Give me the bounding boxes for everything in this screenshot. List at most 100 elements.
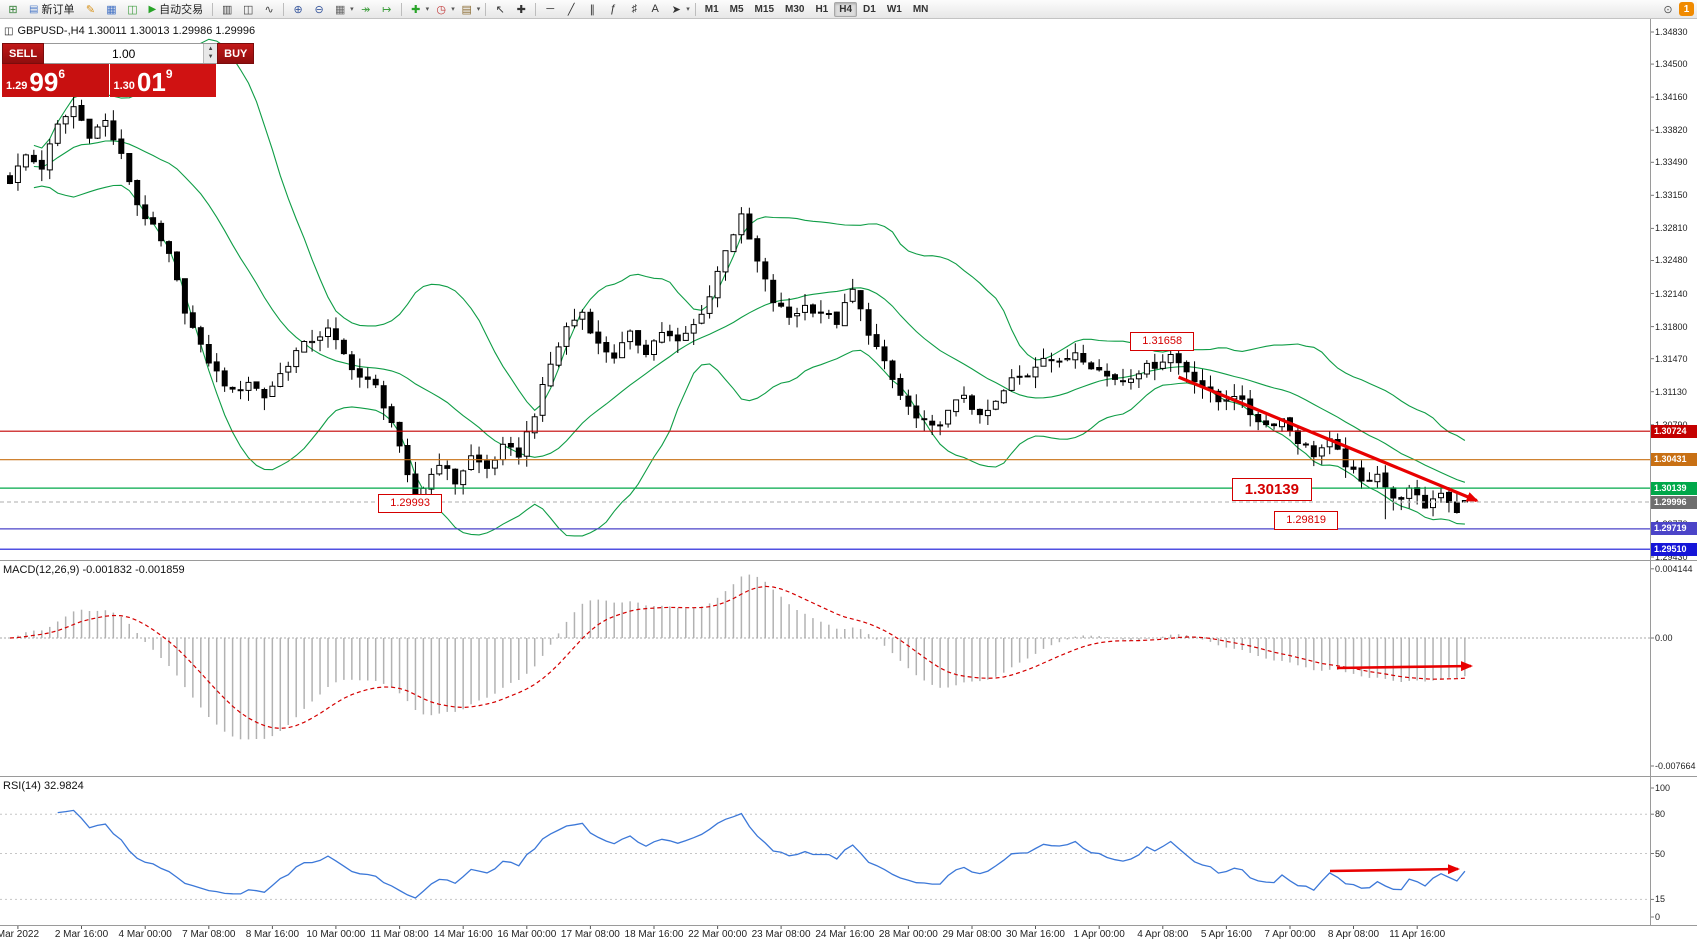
new-order-button[interactable]: ▤ 新订单 [24, 0, 79, 18]
time-label: 5 Apr 16:00 [1200, 929, 1252, 940]
price-label-1.29510: 1.29510 [1651, 542, 1697, 556]
time-label: Mar 2022 [0, 929, 40, 940]
volume-input[interactable] [44, 44, 204, 63]
timeframe-w1-button[interactable]: W1 [886, 3, 902, 15]
buy-price-big: 01 [136, 67, 166, 98]
timeframe-m30-button[interactable]: M30 [785, 3, 805, 15]
new-order-button-label: 新订单 [41, 4, 75, 16]
macd-pane [0, 574, 1650, 740]
shapes-icon[interactable]: ♯ [631, 3, 637, 15]
toolbar-separator [485, 2, 487, 16]
timeframe-m5-button[interactable]: M5 [729, 3, 744, 15]
buy-price-small: 1.30 [113, 80, 135, 92]
volume-down-button[interactable]: ▼ [207, 53, 214, 60]
candlestick-chart-icon[interactable]: ◫ [242, 3, 254, 16]
autotrading-button-icon: ▶ [148, 3, 157, 15]
price-annotation-1.29819[interactable]: 1.29819 [1274, 510, 1339, 530]
trend-arrow[interactable] [1178, 375, 1479, 503]
new-chart-icon[interactable]: ⊞ [8, 3, 18, 16]
time-label: 29 Mar 08:00 [942, 929, 1002, 940]
rsi-line [57, 809, 1466, 899]
periods-icon[interactable]: ◷ [436, 3, 446, 16]
crosshair-icon[interactable]: ✚ [516, 3, 526, 16]
cursor-icon[interactable]: ↖ [495, 3, 505, 16]
price-annotation-1.31658[interactable]: 1.31658 [1130, 331, 1195, 351]
bollinger-bands [33, 38, 1466, 537]
toolbar-separator [535, 2, 537, 16]
strategy-tester-icon[interactable]: ◫ [127, 3, 138, 16]
timeframe-mn-button[interactable]: MN [912, 3, 929, 15]
market-watch-icon[interactable]: ▦ [106, 3, 117, 16]
rsi-timeaxis-separator[interactable] [0, 925, 1697, 926]
macd-arrow[interactable] [1336, 661, 1473, 672]
timeframe-d1-button[interactable]: D1 [863, 3, 876, 15]
volume-up-button[interactable]: ▲ [207, 46, 214, 53]
rsi-axis-50: 50 [1655, 848, 1666, 859]
time-label: 11 Apr 16:00 [1389, 929, 1446, 940]
toolbar: ⊞ ▤ 新订单 ✎ ▦ ◫ ▶ 自动交易 ▥ ◫ ∿ ⊕ ⊖ ▦ ▾ ↠ ↦ ✚ ▾ ◷ ▾ ▤ ▾ ↖ ✚ ─ ╱ ∥ ƒ ♯ A ➤ ▾ M1… [0, 0, 1697, 19]
alert-badge-icon[interactable]: 1 [1679, 2, 1694, 16]
templates-icon[interactable]: ▤ [461, 3, 472, 16]
volume-stepper: ▲ ▼ [203, 44, 218, 63]
dropdown-caret-icon[interactable]: ▾ [425, 6, 430, 13]
price-tick-1.31470: 1.31470 [1655, 353, 1688, 364]
timeframe-m15-button[interactable]: M15 [754, 3, 774, 15]
time-label: 28 Mar 00:00 [878, 929, 938, 940]
indicators-icon[interactable]: ✚ [411, 3, 421, 16]
time-label: 24 Mar 16:00 [815, 929, 875, 940]
dropdown-caret-icon[interactable]: ▾ [451, 6, 455, 13]
buy-price[interactable]: 1.30 01 9 [109, 64, 216, 98]
time-label: 2 Mar 16:00 [54, 929, 109, 940]
price-label-1.29996: 1.29996 [1651, 495, 1697, 509]
sell-price[interactable]: 1.29 99 6 [2, 64, 109, 97]
tile-windows-icon[interactable]: ▦ [334, 3, 346, 16]
sell-button[interactable]: SELL [2, 43, 45, 64]
rsi-arrow[interactable] [1329, 864, 1460, 875]
time-label: 23 Mar 08:00 [751, 929, 811, 940]
price-annotation-1.30139[interactable]: 1.30139 [1231, 477, 1312, 501]
price-axis-border [1650, 19, 1651, 925]
bar-chart-icon[interactable]: ▥ [221, 3, 233, 16]
macd-signal-line [9, 585, 1465, 730]
timeframe-h4-button[interactable]: H4 [834, 1, 858, 17]
chart-shift-icon[interactable]: ↦ [382, 3, 392, 16]
candlestick-icon: ◫ [4, 25, 14, 37]
text-icon[interactable]: A [651, 3, 659, 15]
time-label: 14 Mar 16:00 [433, 929, 493, 940]
price-tick-1.32810: 1.32810 [1655, 223, 1688, 234]
trendline-icon[interactable]: ╱ [567, 3, 575, 16]
price-tick-1.34160: 1.34160 [1655, 92, 1688, 103]
price-tick-1.33150: 1.33150 [1655, 190, 1688, 201]
rsi-axis-80: 80 [1655, 809, 1666, 820]
chart-search-icon[interactable]: ⊙ [1663, 3, 1673, 16]
macd-axis-0.004144: 0.004144 [1655, 563, 1693, 574]
timeframe-m1-button[interactable]: M1 [704, 3, 719, 15]
price-tick-1.29430: 1.29430 [1655, 552, 1688, 562]
price-annotation-1.29993[interactable]: 1.29993 [378, 493, 443, 513]
horizontal-line-icon[interactable]: ─ [546, 3, 555, 15]
channel-icon[interactable]: ∥ [589, 3, 595, 16]
fibonacci-icon[interactable]: ƒ [610, 3, 617, 15]
price-tick-1.33490: 1.33490 [1655, 157, 1688, 168]
buy-button[interactable]: BUY [217, 43, 255, 64]
timeframe-h1-button[interactable]: H1 [815, 3, 829, 15]
autotrading-button[interactable]: ▶ 自动交易 [143, 0, 208, 18]
dropdown-caret-icon[interactable]: ▾ [350, 6, 354, 13]
zoom-out-icon[interactable]: ⊖ [314, 3, 324, 16]
dropdown-caret-icon[interactable]: ▾ [686, 6, 690, 13]
arrows-icon[interactable]: ➤ [671, 3, 681, 16]
dropdown-caret-icon[interactable]: ▾ [476, 6, 481, 13]
time-label: 1 Apr 00:00 [1073, 929, 1125, 940]
main-macd-pane-separator[interactable] [0, 560, 1697, 561]
auto-scroll-icon[interactable]: ↠ [361, 3, 371, 16]
time-label: 4 Apr 08:00 [1137, 929, 1189, 940]
time-label: 8 Apr 08:00 [1327, 929, 1380, 940]
metaeditor-icon[interactable]: ✎ [85, 3, 96, 16]
toolbar-separator [283, 2, 285, 16]
line-chart-icon[interactable]: ∿ [264, 3, 274, 16]
zoom-in-icon[interactable]: ⊕ [293, 3, 303, 16]
macd-rsi-pane-separator[interactable] [0, 776, 1697, 777]
